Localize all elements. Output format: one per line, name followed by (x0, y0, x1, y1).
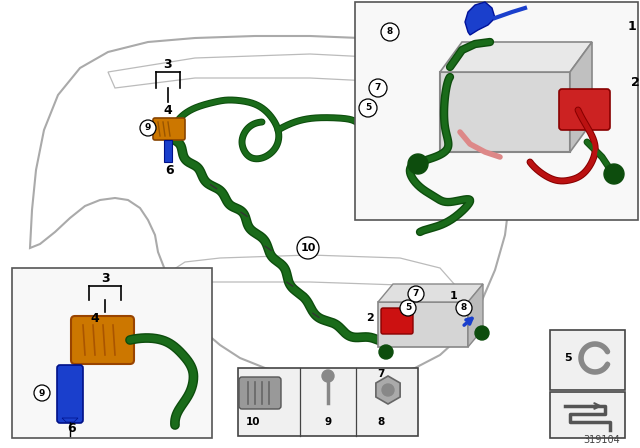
Bar (378, 302, 468, 347)
Circle shape (322, 370, 334, 382)
Text: 1: 1 (628, 20, 636, 33)
Text: 3: 3 (164, 57, 172, 70)
Circle shape (297, 237, 319, 259)
Text: 7: 7 (413, 289, 419, 298)
Bar (440, 72, 570, 152)
Polygon shape (440, 42, 592, 72)
Text: 8: 8 (387, 27, 393, 36)
Text: 9: 9 (145, 124, 151, 133)
Text: 5: 5 (564, 353, 572, 363)
Bar (12, 268, 212, 438)
Circle shape (604, 164, 624, 184)
Bar (164, 140, 172, 162)
FancyBboxPatch shape (239, 377, 281, 409)
Text: 4: 4 (91, 311, 99, 324)
FancyBboxPatch shape (71, 316, 134, 364)
Text: 6: 6 (166, 164, 174, 177)
Text: 6: 6 (68, 422, 76, 435)
Circle shape (140, 120, 156, 136)
Text: 5: 5 (365, 103, 371, 112)
Text: 2: 2 (630, 76, 639, 89)
Bar (550, 392, 625, 438)
Text: 10: 10 (246, 417, 260, 427)
Polygon shape (378, 284, 483, 302)
Text: 5: 5 (405, 303, 411, 313)
FancyBboxPatch shape (57, 365, 83, 423)
Bar (550, 330, 625, 390)
Circle shape (475, 326, 489, 340)
Circle shape (400, 300, 416, 316)
Polygon shape (62, 418, 78, 422)
Text: 4: 4 (164, 103, 172, 116)
Text: 10: 10 (300, 243, 316, 253)
Circle shape (369, 79, 387, 97)
Text: 2: 2 (366, 313, 374, 323)
Circle shape (381, 23, 399, 41)
FancyBboxPatch shape (559, 89, 610, 130)
Circle shape (34, 385, 50, 401)
Circle shape (379, 345, 393, 359)
Text: 9: 9 (39, 388, 45, 397)
Polygon shape (468, 284, 483, 347)
Circle shape (456, 300, 472, 316)
Text: 8: 8 (378, 417, 385, 427)
Circle shape (408, 154, 428, 174)
Text: 7: 7 (378, 369, 385, 379)
Polygon shape (570, 42, 592, 152)
FancyBboxPatch shape (381, 308, 413, 334)
Text: 1: 1 (450, 291, 458, 301)
Text: 3: 3 (100, 271, 109, 284)
Text: 7: 7 (375, 83, 381, 92)
Bar (355, 2, 638, 220)
Polygon shape (465, 2, 495, 35)
Circle shape (359, 99, 377, 117)
Bar (238, 368, 418, 436)
Text: 9: 9 (324, 417, 332, 427)
FancyBboxPatch shape (153, 118, 185, 140)
Polygon shape (376, 376, 400, 404)
Circle shape (408, 286, 424, 302)
Text: 319104: 319104 (583, 435, 620, 445)
Text: 8: 8 (461, 303, 467, 313)
Circle shape (382, 384, 394, 396)
